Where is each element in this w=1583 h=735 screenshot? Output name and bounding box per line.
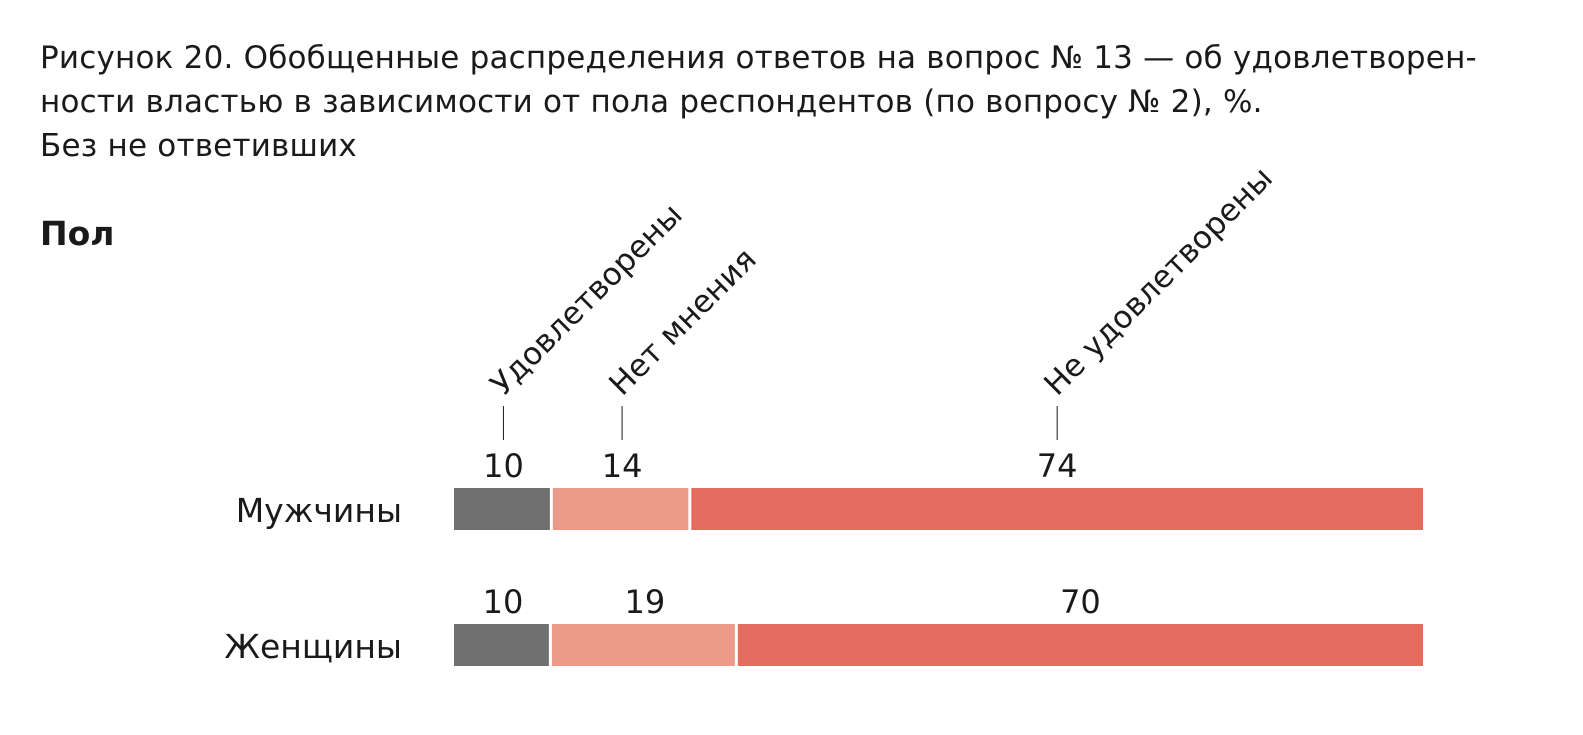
bar-1-2	[737, 624, 1423, 666]
group-label: Пол	[40, 214, 115, 253]
caption-line-2: ности властью в зависимости от пола респ…	[40, 84, 1263, 120]
bar-0-2	[691, 488, 1423, 530]
bar-1-0	[454, 624, 549, 666]
bar-0-1	[552, 488, 689, 530]
caption-line-3: Без не ответивших	[40, 128, 357, 164]
row-label-0: Мужчины	[236, 491, 402, 530]
value-label-1-2: 70	[1060, 583, 1101, 621]
value-label-1-0: 10	[483, 583, 524, 621]
value-label-0-1: 14	[602, 447, 643, 485]
value-label-1-1: 19	[625, 583, 666, 621]
bar-0-0	[454, 488, 550, 530]
legend-label-0: Удовлетворены	[484, 197, 690, 403]
figure-caption: Рисунок 20. Обобщенные распределения отв…	[40, 36, 1540, 168]
value-label-0-2: 74	[1037, 447, 1078, 485]
legend-label-2: Не удовлетворены	[1037, 160, 1279, 402]
row-label-1: Женщины	[224, 627, 402, 666]
value-label-0-0: 10	[483, 447, 524, 485]
bar-1-1	[551, 624, 735, 666]
caption-line-1: Рисунок 20. Обобщенные распределения отв…	[40, 40, 1477, 76]
